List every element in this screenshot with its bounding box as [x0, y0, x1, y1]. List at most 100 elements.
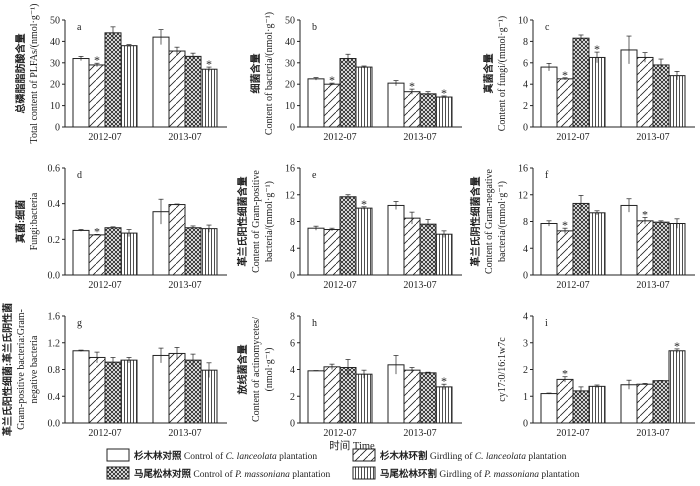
bar-control_cl	[152, 354, 170, 424]
legend-swatch	[106, 466, 130, 480]
y-tick-label: 0.8	[48, 365, 61, 376]
bar-girdling_pm	[435, 233, 453, 276]
bar-girdling_pm	[355, 66, 373, 128]
y-axis-label: (nmol·g⁻¹)	[264, 348, 275, 392]
bar-girdling_pm	[668, 350, 686, 424]
bar-girdling_cl	[556, 378, 574, 424]
x-tick-label: 2012-07	[88, 428, 121, 439]
y-axis-label: negative bacteria	[29, 335, 40, 404]
x-tick-label: 2013-07	[168, 280, 201, 291]
x-tick-label: 2012-07	[88, 132, 121, 143]
significance-marker: *	[674, 339, 680, 353]
panel-e: 0 4 8 12 16 e 革兰氏阳性细菌含量 Content of Gram-positiv…	[236, 164, 462, 291]
x-tick-label: 2013-07	[403, 132, 436, 143]
x-tick-label: 2013-07	[168, 132, 201, 143]
panel-letter: c	[545, 22, 550, 33]
panel-letter: h	[312, 318, 317, 329]
y-tick-label: 10	[518, 16, 528, 27]
bar-control_cl	[620, 384, 638, 424]
x-tick-label: 2012-07	[556, 132, 589, 143]
x-tick-label: 2013-07	[403, 428, 436, 439]
bar-girdling_pm	[120, 45, 138, 128]
bar-control_cl	[152, 36, 170, 128]
bar-girdling_pm	[200, 228, 218, 276]
significance-marker: *	[94, 53, 100, 67]
x-tick-label: 2012-07	[323, 280, 356, 291]
y-tick-label: 20	[285, 80, 295, 91]
y-tick-label: 2	[290, 392, 295, 403]
significance-marker: *	[562, 367, 568, 381]
y-tick-label: 0	[523, 419, 528, 430]
bar-control_pm	[184, 55, 202, 128]
x-tick-label: 2013-07	[403, 280, 436, 291]
significance-marker: *	[329, 73, 335, 87]
y-tick-label: 40	[285, 37, 295, 48]
bar-girdling_pm	[435, 386, 453, 424]
y-axis-label: 放线菌含量	[236, 345, 249, 396]
bar-girdling_cl	[323, 366, 341, 424]
bar-girdling_pm	[668, 75, 686, 128]
y-tick-label: 40	[50, 37, 60, 48]
y-tick-label: 3	[523, 338, 528, 349]
panel-letter: b	[312, 22, 317, 33]
legend-label: 马尾松林环割 Girdling of P. massoniana plantat…	[380, 468, 580, 480]
y-tick-label: 1.6	[48, 312, 61, 323]
bar-girdling_pm	[200, 68, 218, 128]
y-tick-label: 10	[285, 101, 295, 112]
y-axis-label: Content of actinomycetes/	[251, 317, 262, 422]
bar-girdling_cl	[323, 83, 341, 128]
bar-control_pm	[184, 227, 202, 276]
bar-girdling_cl	[556, 230, 574, 276]
x-tick-label: 2012-07	[323, 132, 356, 143]
legend-item-girdling_pm: 马尾松林环割 Girdling of P. massoniana plantat…	[352, 466, 580, 480]
y-tick-label: 0.6	[48, 164, 61, 175]
x-tick-label: 2013-07	[636, 280, 669, 291]
bar-girdling_pm	[120, 232, 138, 276]
bar-girdling_cl	[323, 229, 341, 276]
bar-control_cl	[387, 82, 405, 128]
y-axis-label: 革兰氏阴性细菌含量	[469, 177, 482, 267]
legend-label: 杉木林环割 Girdling of C. lanceolata plantati…	[380, 450, 567, 462]
y-tick-label: 0.0	[48, 419, 61, 430]
bar-girdling_pm	[355, 207, 373, 276]
y-tick-label: 6	[523, 58, 528, 69]
bar-control_cl	[387, 204, 405, 276]
bar-control_cl	[307, 227, 325, 276]
bar-girdling_pm	[668, 223, 686, 276]
significance-marker: *	[562, 68, 568, 82]
bar-control_pm	[572, 37, 590, 128]
y-axis-label: 革兰氏阳性细菌含量	[236, 177, 249, 267]
y-axis-label: Fungi:bacteria	[29, 192, 40, 250]
bar-control_pm	[339, 196, 357, 276]
y-tick-label: 30	[285, 58, 295, 69]
panel-letter: a	[77, 22, 82, 33]
legend-swatch	[352, 448, 376, 462]
bar-control_pm	[339, 366, 357, 424]
bar-control_cl	[540, 66, 558, 128]
bar-girdling_pm	[588, 212, 606, 276]
y-tick-label: 4	[523, 244, 528, 255]
y-axis-label: Content of Gram-positive	[251, 170, 262, 273]
y-tick-label: 0	[523, 271, 528, 282]
legend: 杉木林对照 Control of C. lanceolata plantatio…	[106, 448, 580, 480]
significance-marker: *	[206, 57, 212, 71]
significance-marker: *	[642, 207, 648, 221]
y-axis-label: 真菌:细菌	[14, 200, 27, 243]
bar-girdling_cl	[403, 369, 421, 424]
y-tick-label: 0.4	[48, 392, 61, 403]
bar-control_pm	[419, 372, 437, 424]
y-tick-label: 16	[518, 164, 528, 175]
bar-control_pm	[339, 58, 357, 128]
x-tick-label: 2012-07	[323, 428, 356, 439]
y-tick-label: 8	[523, 37, 528, 48]
y-tick-label: 30	[50, 58, 60, 69]
bar-girdling_cl	[168, 204, 186, 276]
y-tick-label: 50	[50, 16, 60, 27]
bar-girdling_cl	[168, 352, 186, 424]
bar-control_pm	[419, 223, 437, 276]
bar-girdling_pm	[588, 385, 606, 424]
bar-control_cl	[307, 78, 325, 128]
bar-control_pm	[104, 227, 122, 276]
significance-marker: *	[409, 79, 415, 93]
bar-control_cl	[72, 350, 90, 424]
